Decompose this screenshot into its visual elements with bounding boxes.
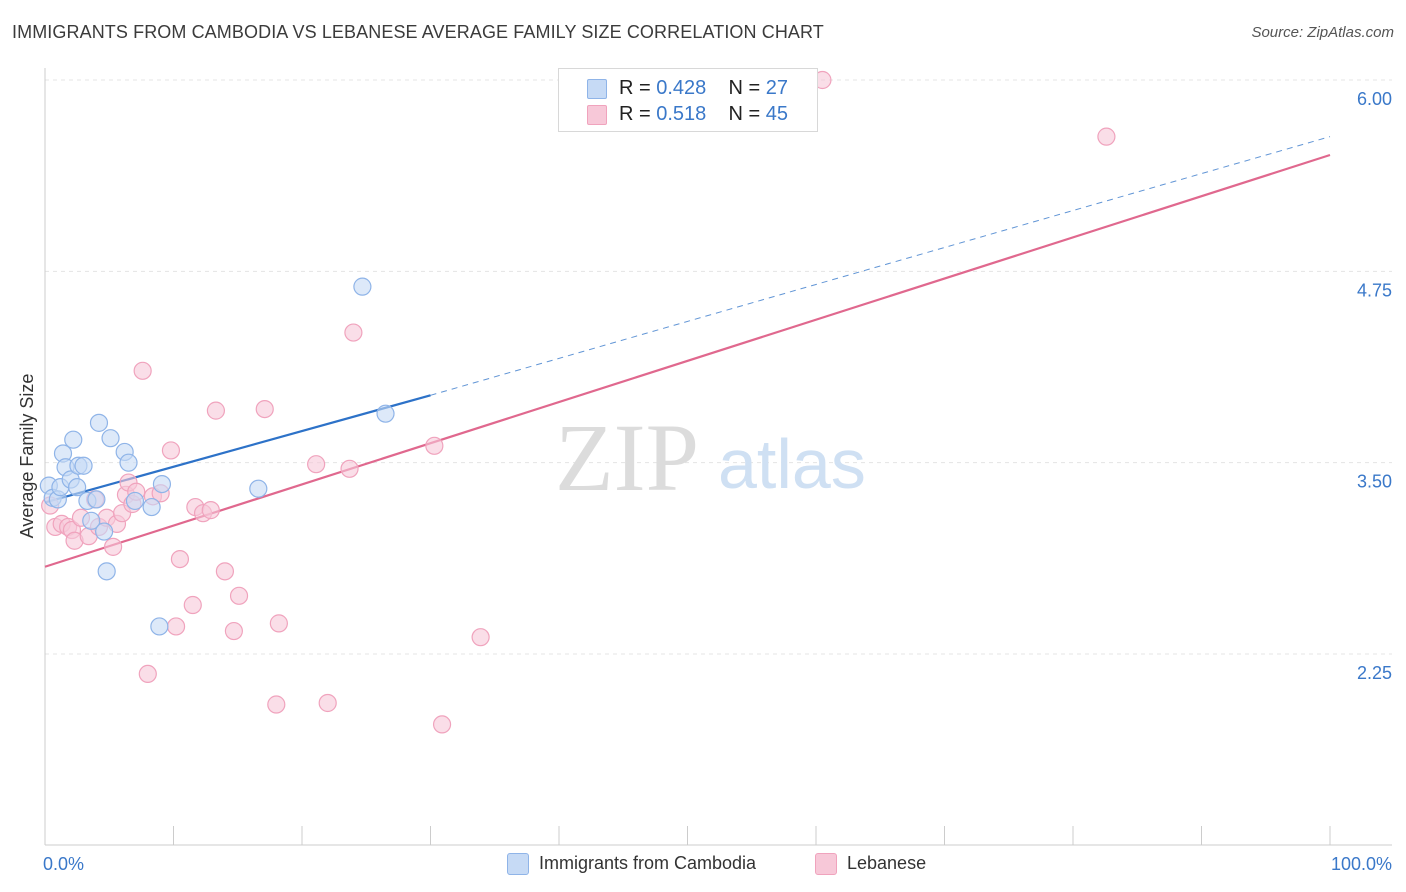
stats-legend: R = 0.428 N = 27 R = 0.518 N = 45 (558, 68, 818, 132)
legend-swatch-cambodia (587, 79, 607, 99)
point-lebanese (161, 441, 181, 460)
bottom-legend-label-lebanese: Lebanese (847, 853, 927, 873)
point-lebanese (318, 693, 337, 713)
point-cambodia (119, 453, 138, 472)
point-cambodia (95, 522, 114, 541)
y-axis-label: Average Family Size (17, 374, 37, 539)
point-lebanese (425, 436, 444, 455)
point-cambodia (150, 617, 169, 636)
point-cambodia (125, 491, 145, 511)
gridlines (45, 79, 1392, 655)
point-lebanese (224, 621, 243, 641)
bottom-legend-swatch-cambodia (507, 853, 529, 875)
legend-r-label: R = (619, 103, 651, 125)
legend-r-value: 0.428 (656, 77, 707, 99)
point-cambodia (97, 562, 116, 581)
data-points (39, 70, 1116, 734)
point-cambodia (89, 413, 109, 432)
point-lebanese (267, 695, 286, 714)
legend-n-value: 27 (765, 77, 789, 99)
y-tick-label: 4.75 (1357, 280, 1392, 300)
point-cambodia (87, 490, 106, 509)
point-lebanese (215, 562, 234, 581)
point-lebanese (340, 459, 359, 478)
point-lebanese (201, 501, 220, 520)
x-tick-label-end: 100.0% (1331, 854, 1392, 874)
x-tick-label-start: 0.0% (43, 854, 84, 874)
legend-r-label: R = (619, 77, 651, 99)
bottom-legend-label-cambodia: Immigrants from Cambodia (539, 853, 757, 873)
point-lebanese (344, 323, 363, 342)
chart-title: IMMIGRANTS FROM CAMBODIA VS LEBANESE AVE… (12, 22, 824, 42)
point-cambodia (142, 497, 161, 517)
point-cambodia (64, 430, 83, 449)
point-lebanese (229, 586, 249, 605)
point-lebanese (269, 614, 288, 633)
point-lebanese (166, 617, 186, 636)
point-cambodia (68, 478, 87, 497)
legend-swatch-lebanese (587, 105, 607, 125)
point-lebanese (104, 537, 123, 556)
bottom-legend-swatch-lebanese (815, 853, 837, 875)
point-lebanese (432, 715, 452, 734)
y-tick-label: 2.25 (1357, 663, 1392, 683)
point-lebanese (138, 664, 157, 683)
point-lebanese (183, 595, 202, 615)
point-lebanese (206, 401, 226, 420)
point-lebanese (170, 549, 190, 569)
legend-n-label: N = (728, 77, 761, 99)
point-cambodia (101, 429, 120, 448)
y-tick-label: 6.00 (1357, 89, 1392, 109)
legend-n-label: N = (728, 103, 761, 125)
trend-line-cambodia (44, 394, 431, 504)
point-cambodia (353, 277, 372, 296)
axes (44, 68, 1392, 846)
point-lebanese (255, 399, 274, 419)
point-lebanese (471, 628, 490, 647)
point-cambodia (74, 456, 93, 475)
trend-line-lebanese (44, 153, 1331, 568)
chart-source: Source: ZipAtlas.com (1251, 24, 1394, 41)
point-cambodia (376, 404, 395, 423)
point-lebanese (133, 361, 152, 380)
legend-r-value: 0.518 (656, 103, 707, 125)
y-tick-label: 3.50 (1357, 472, 1392, 492)
point-lebanese (307, 455, 326, 474)
legend-n-value: 45 (765, 103, 789, 125)
watermark-zip: ZIP (555, 404, 699, 511)
watermark-atlas: atlas (718, 425, 866, 503)
point-cambodia (82, 511, 101, 530)
point-cambodia (152, 474, 172, 494)
trend-lines (44, 136, 1331, 568)
trend-line-cambodia-projection (430, 136, 1331, 396)
point-lebanese (1097, 127, 1116, 146)
tick-labels: 2.25 3.50 4.75 6.00 0.0% 100.0% (43, 89, 1392, 874)
point-cambodia (249, 479, 268, 498)
watermark: ZIP atlas (555, 404, 866, 511)
